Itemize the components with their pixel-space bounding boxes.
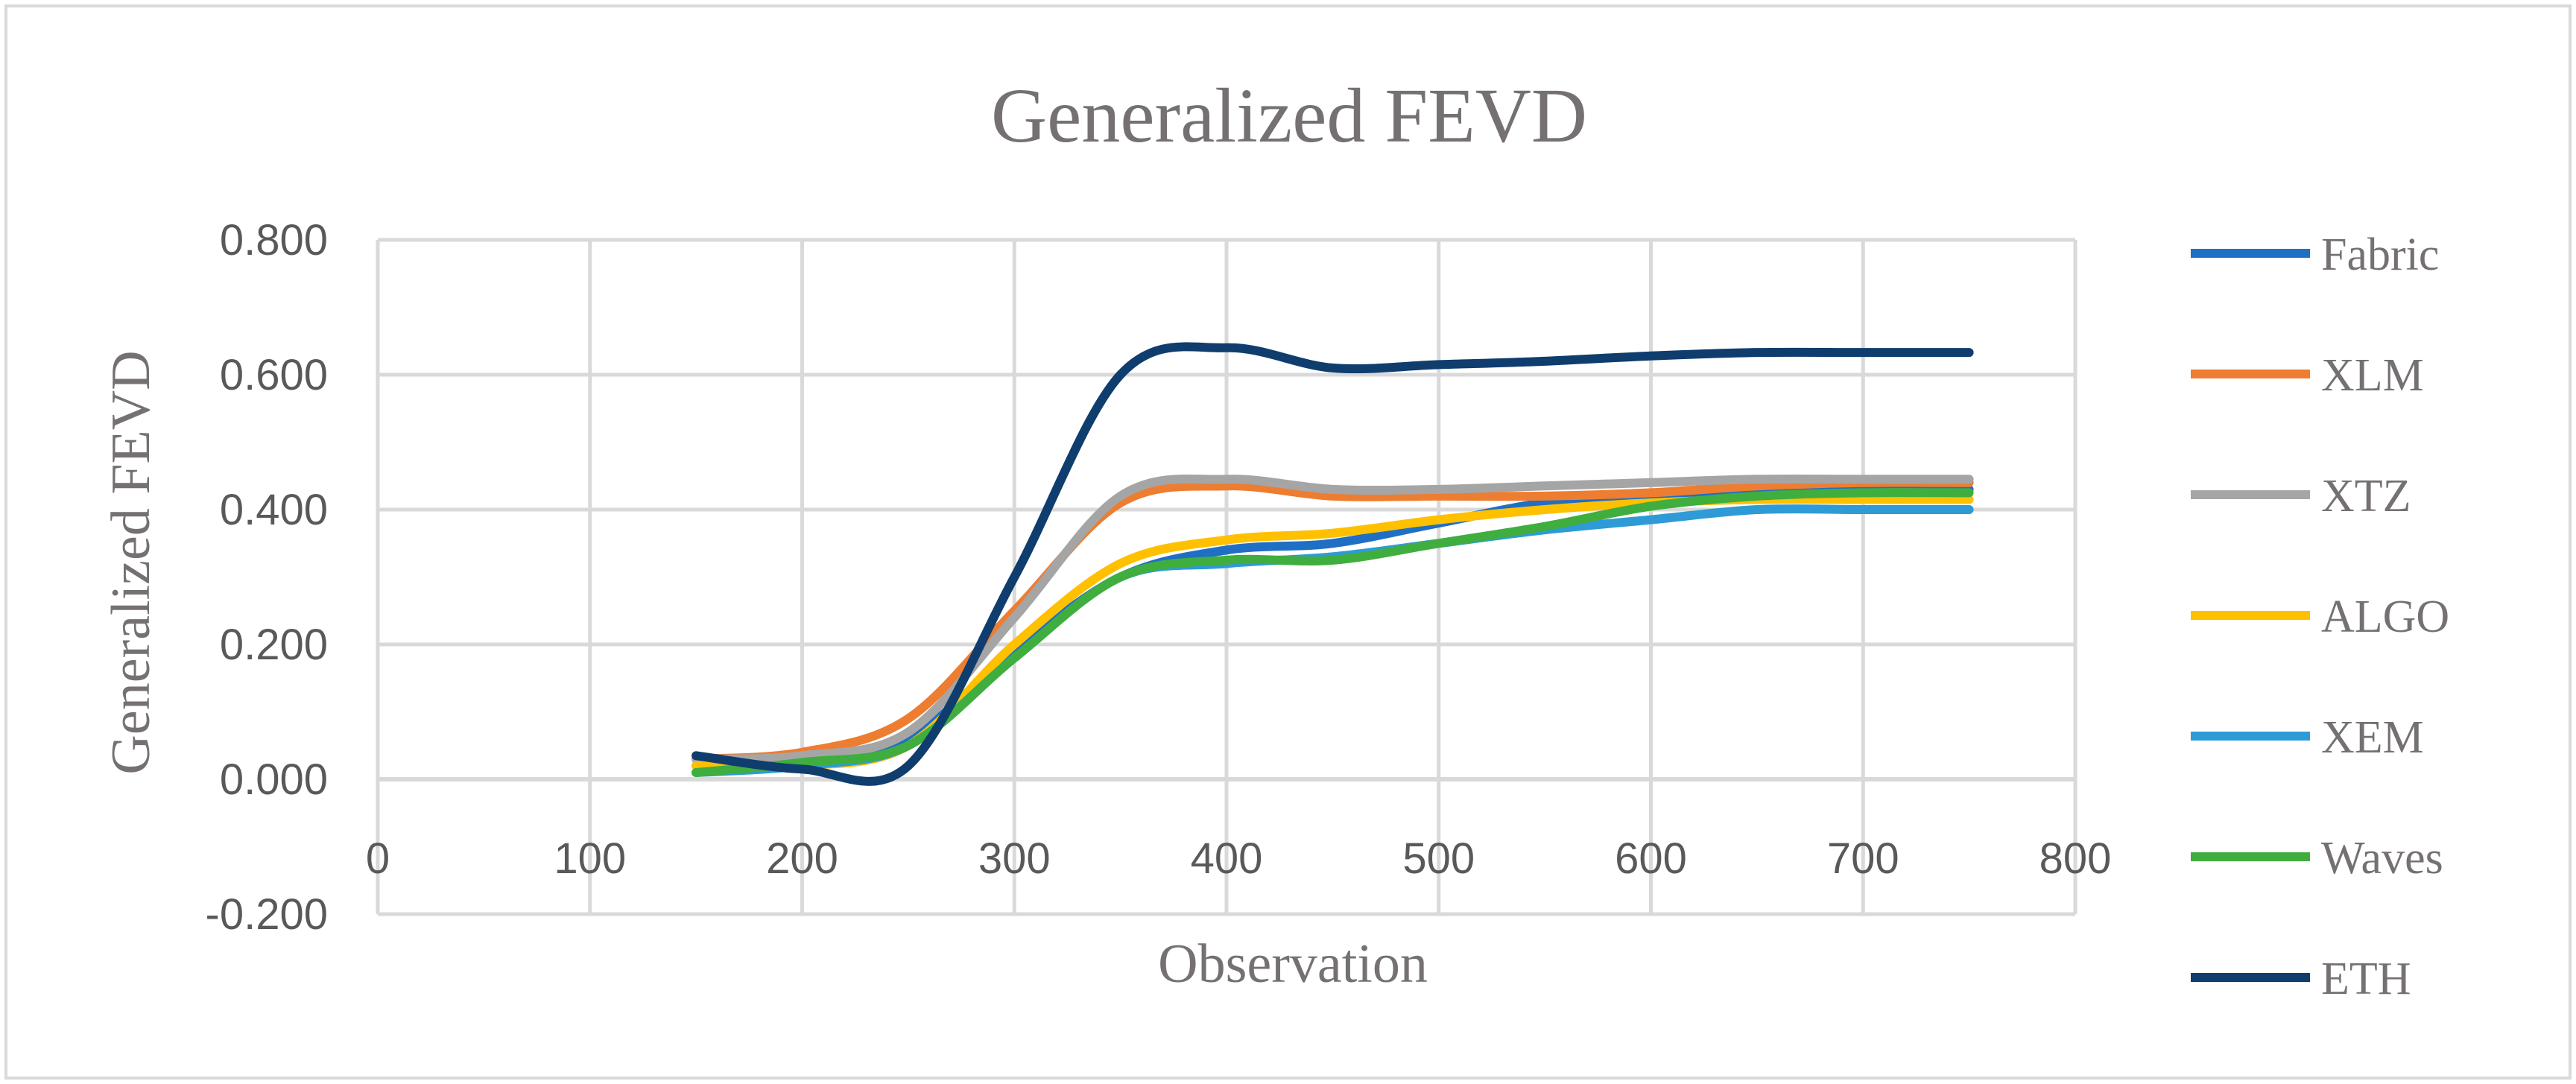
x-tick-label: 0	[366, 834, 390, 883]
legend-label-xtz: XTZ	[2321, 471, 2411, 522]
legend-label-xlm: XLM	[2321, 350, 2424, 401]
y-tick-label: 0.200	[220, 621, 328, 669]
legend: Fabric XLM XTZ ALGO XEM Waves ETH	[2191, 229, 2449, 1004]
x-axis-title: Observation	[1158, 934, 1428, 995]
series-line-eth	[692, 342, 1974, 786]
x-tick-label: 400	[1191, 834, 1263, 883]
x-tick-label: 800	[2039, 834, 2112, 883]
series-line-xtz	[692, 474, 1974, 764]
series-layer	[692, 342, 1974, 786]
x-tick-label: 600	[1615, 834, 1687, 883]
tick-layer: 0 100 200 300 400 500 600 700 800 -0.200 0.000 0.20…	[206, 216, 2112, 939]
y-axis-title: Generalized FEVD	[101, 350, 162, 774]
legend-label-xem: XEM	[2321, 712, 2424, 763]
x-tick-label: 200	[766, 834, 838, 883]
x-tick-label: 500	[1402, 834, 1475, 883]
grid-layer	[376, 238, 2077, 916]
x-tick-label: 300	[978, 834, 1051, 883]
y-tick-label: -0.200	[206, 890, 328, 939]
y-tick-label: 0.000	[220, 755, 328, 804]
x-tick-label: 100	[554, 834, 626, 883]
chart-frame: Generalized FEVD 0 100 200 300 400 500 600 700 8…	[4, 4, 2572, 1080]
series-line-waves	[692, 488, 1974, 777]
legend-label-algo: ALGO	[2321, 592, 2449, 642]
legend-label-waves: Waves	[2321, 833, 2443, 884]
y-tick-label: 0.800	[220, 216, 328, 264]
chart-title: Generalized FEVD	[991, 73, 1587, 159]
legend-label-fabric: Fabric	[2321, 229, 2439, 280]
series-line-xlm	[692, 478, 1974, 764]
legend-label-eth: ETH	[2321, 954, 2411, 1004]
x-tick-label: 700	[1827, 834, 1899, 883]
chart-svg: Generalized FEVD 0 100 200 300 400 500 600 700 8…	[101, 73, 2449, 1004]
y-tick-label: 0.600	[220, 351, 328, 399]
y-tick-label: 0.400	[220, 486, 328, 534]
